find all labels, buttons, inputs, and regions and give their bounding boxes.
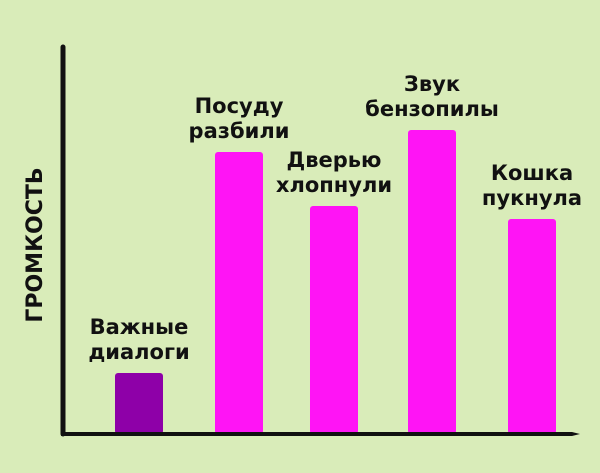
bar bbox=[508, 219, 556, 434]
bar-label: хлопнули bbox=[276, 173, 392, 197]
bar-label: разбили bbox=[189, 119, 290, 143]
x-axis-arrow bbox=[61, 432, 580, 436]
y-axis-label: ГРОМКОСТЬ bbox=[23, 167, 48, 322]
bar bbox=[215, 152, 263, 434]
bar bbox=[408, 130, 456, 434]
bar bbox=[310, 206, 358, 434]
bar-label: Посуду bbox=[195, 94, 284, 118]
bar-label: Важные bbox=[90, 315, 189, 339]
bar-label: Звук bbox=[404, 72, 460, 96]
bar-label: диалоги bbox=[88, 340, 189, 364]
bar-label: пукнула bbox=[482, 186, 582, 210]
bar bbox=[115, 373, 163, 434]
bar-label: бензопилы bbox=[365, 97, 499, 121]
bar-label: Кошка bbox=[491, 161, 573, 185]
bar-label: Дверью bbox=[287, 148, 382, 172]
